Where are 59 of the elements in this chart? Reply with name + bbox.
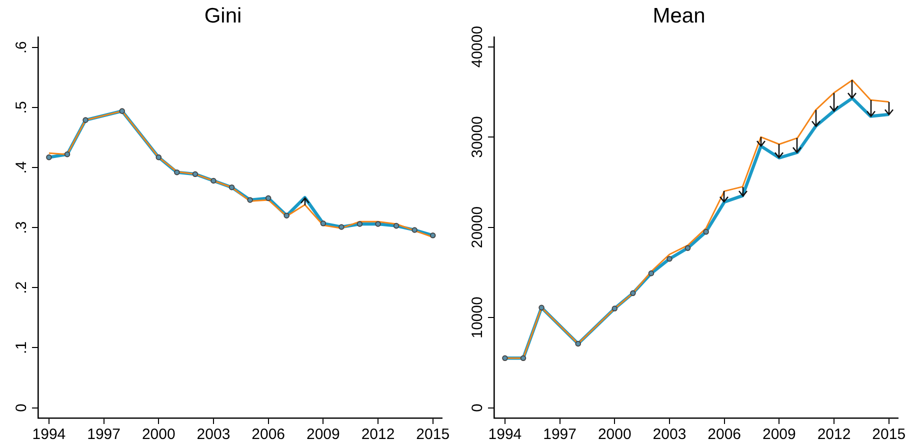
x-tick-label: 1997 [543,426,576,444]
x-tick-label: 1994 [32,426,66,444]
point [228,184,235,190]
point [119,108,125,114]
point [684,245,691,251]
x-tick-label: 1997 [87,426,120,444]
x-tick-label: 2012 [361,426,395,444]
x-tick-label: 2006 [708,426,742,444]
y-tick-label: .3 [13,221,30,234]
point [703,228,709,235]
y-tick-label: 30000 [469,116,486,158]
point [648,270,654,276]
point [430,232,436,238]
point [575,340,581,347]
point [320,220,326,226]
point [265,195,272,202]
y-tick-label: 0 [469,404,486,412]
point [630,290,636,296]
x-tick-label: 2006 [252,426,286,444]
point [538,304,544,311]
point [375,221,381,227]
point [393,222,400,229]
y-tick-label: .2 [13,281,30,294]
point [82,117,88,123]
x-tick-label: 2003 [652,426,686,444]
x-tick-label: 2015 [416,426,450,444]
point [210,178,216,184]
x-tick-label: 2012 [817,426,851,444]
point [666,256,672,262]
point [174,169,180,176]
point [356,221,363,227]
x-tick-label: 2003 [196,426,230,444]
y-tick-label: .4 [13,161,30,174]
point [156,154,162,160]
y-tick-label: 40000 [469,26,486,68]
x-tick-label: 1994 [488,426,522,444]
point [338,224,344,230]
y-tick-label: .6 [13,41,30,54]
x-tick-label: 2009 [306,426,340,444]
y-tick-label: .5 [13,101,30,114]
chart-title: Mean [652,4,706,28]
y-tick-label: .1 [13,341,30,354]
point [502,355,508,362]
point [412,227,418,233]
y-tick-label: 0 [13,404,30,412]
point [520,355,526,362]
point [612,306,618,312]
x-tick-label: 2000 [598,426,632,444]
point [64,151,70,158]
y-tick-label: 20000 [469,206,486,248]
point [192,171,198,178]
point [46,154,52,160]
y-tick-label: 10000 [469,296,486,338]
chart-title: Gini [204,4,242,28]
x-tick-label: 2000 [142,426,176,444]
point [247,197,253,203]
point [284,212,290,218]
x-tick-label: 2015 [872,426,906,444]
x-tick-label: 2009 [762,426,796,444]
